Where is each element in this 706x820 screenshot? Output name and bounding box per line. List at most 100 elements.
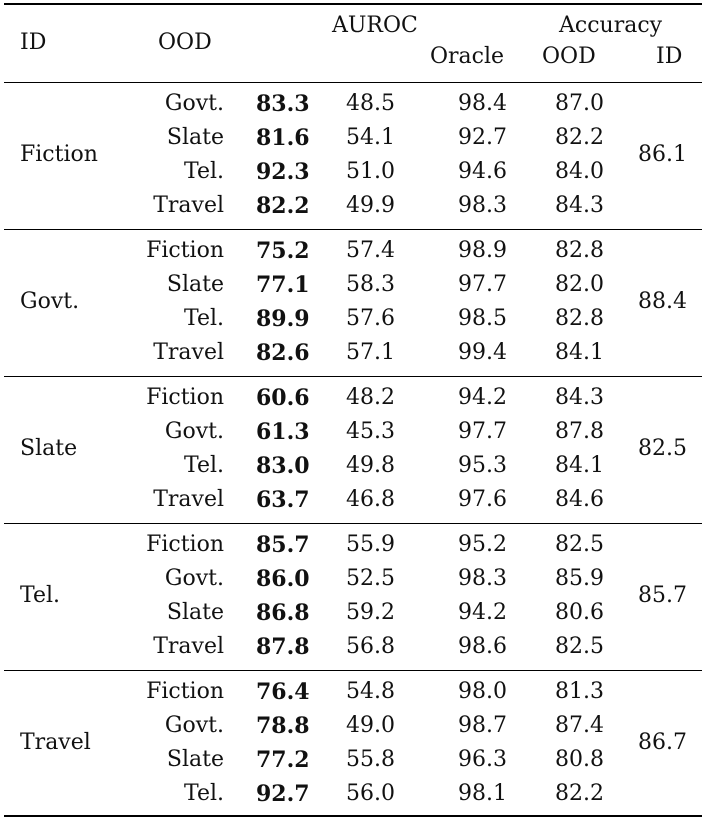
row-accuracy-ood: 80.6 [555,600,604,625]
row-auroc-oracle: 96.3 [458,747,507,772]
row-auroc-oracle: 94.6 [458,159,507,184]
group-separator [4,670,702,671]
row-auroc-baseline: 51.0 [346,159,395,184]
row-ood-label: Fiction [146,385,224,410]
row-ood-label: Travel [153,340,224,365]
row-auroc-oracle: 94.2 [458,600,507,625]
row-auroc-best: 89.9 [256,306,310,332]
row-ood-label: Govt. [164,566,224,591]
row-accuracy-ood: 85.9 [555,566,604,591]
bottom-rule [4,815,702,817]
header-acc-ood: OOD [542,44,596,69]
row-auroc-baseline: 56.0 [346,781,395,806]
row-ood-label: Tel. [183,159,224,184]
row-auroc-oracle: 98.6 [458,634,507,659]
row-auroc-best: 82.2 [256,193,310,219]
row-auroc-best: 92.7 [256,781,310,807]
row-ood-label: Fiction [146,532,224,557]
row-auroc-baseline: 54.1 [346,125,395,150]
row-auroc-oracle: 97.7 [458,419,507,444]
row-accuracy-ood: 87.8 [555,419,604,444]
group-id-label: Travel [20,730,91,755]
row-ood-label: Fiction [146,679,224,704]
row-ood-label: Travel [153,634,224,659]
row-ood-label: Tel. [183,306,224,331]
row-auroc-best: 77.2 [256,747,310,773]
row-accuracy-ood: 80.8 [555,747,604,772]
row-auroc-oracle: 98.4 [458,91,507,116]
row-auroc-baseline: 49.8 [346,453,395,478]
row-auroc-baseline: 48.2 [346,385,395,410]
row-ood-label: Govt. [164,419,224,444]
row-auroc-oracle: 95.2 [458,532,507,557]
row-auroc-best: 63.7 [256,487,310,513]
row-auroc-oracle: 94.2 [458,385,507,410]
row-ood-label: Govt. [164,713,224,738]
row-auroc-oracle: 98.3 [458,193,507,218]
row-auroc-best: 61.3 [256,419,310,445]
row-auroc-best: 85.7 [256,532,310,558]
row-auroc-baseline: 57.6 [346,306,395,331]
row-ood-label: Govt. [164,91,224,116]
row-auroc-oracle: 98.3 [458,566,507,591]
row-auroc-baseline: 48.5 [346,91,395,116]
group-id-accuracy: 86.1 [638,142,687,167]
group-separator [4,376,702,377]
header-rule [4,82,702,83]
row-auroc-best: 76.4 [256,679,310,705]
row-ood-label: Slate [166,125,224,150]
group-separator [4,523,702,524]
header-id: ID [20,30,47,55]
row-auroc-oracle: 97.6 [458,487,507,512]
group-id-label: Tel. [20,583,61,608]
row-auroc-oracle: 97.7 [458,272,507,297]
row-auroc-baseline: 54.8 [346,679,395,704]
row-ood-label: Travel [153,487,224,512]
row-accuracy-ood: 82.8 [555,238,604,263]
row-auroc-best: 86.8 [256,600,310,626]
row-accuracy-ood: 87.0 [555,91,604,116]
row-auroc-baseline: 59.2 [346,600,395,625]
row-auroc-oracle: 95.3 [458,453,507,478]
row-auroc-best: 92.3 [256,159,310,185]
row-accuracy-ood: 84.0 [555,159,604,184]
top-rule [4,3,702,5]
row-auroc-best: 77.1 [256,272,310,298]
group-id-label: Fiction [20,142,98,167]
row-auroc-best: 83.3 [256,91,310,117]
row-auroc-baseline: 57.4 [346,238,395,263]
row-auroc-baseline: 58.3 [346,272,395,297]
group-id-accuracy: 88.4 [638,289,687,314]
row-ood-label: Tel. [183,781,224,806]
row-accuracy-ood: 82.2 [555,125,604,150]
header-ood: OOD [158,30,212,55]
row-accuracy-ood: 82.8 [555,306,604,331]
row-auroc-baseline: 49.9 [346,193,395,218]
row-auroc-oracle: 98.0 [458,679,507,704]
header-acc-id: ID [656,44,683,69]
row-auroc-baseline: 45.3 [346,419,395,444]
row-auroc-oracle: 98.7 [458,713,507,738]
group-id-accuracy: 85.7 [638,583,687,608]
row-auroc-baseline: 49.0 [346,713,395,738]
row-auroc-oracle: 92.7 [458,125,507,150]
header-auroc: AUROC [332,13,418,38]
row-auroc-best: 75.2 [256,238,310,264]
row-auroc-best: 60.6 [256,385,310,411]
header-oracle: Oracle [430,44,505,69]
row-accuracy-ood: 84.3 [555,193,604,218]
row-accuracy-ood: 82.5 [555,532,604,557]
row-ood-label: Slate [166,747,224,772]
row-auroc-best: 81.6 [256,125,310,151]
group-id-label: Govt. [20,289,80,314]
row-accuracy-ood: 84.6 [555,487,604,512]
row-auroc-oracle: 98.1 [458,781,507,806]
row-accuracy-ood: 84.1 [555,453,604,478]
row-ood-label: Slate [166,600,224,625]
row-auroc-baseline: 56.8 [346,634,395,659]
row-accuracy-ood: 82.2 [555,781,604,806]
row-accuracy-ood: 81.3 [555,679,604,704]
row-ood-label: Slate [166,272,224,297]
row-auroc-best: 83.0 [256,453,310,479]
row-auroc-baseline: 55.8 [346,747,395,772]
